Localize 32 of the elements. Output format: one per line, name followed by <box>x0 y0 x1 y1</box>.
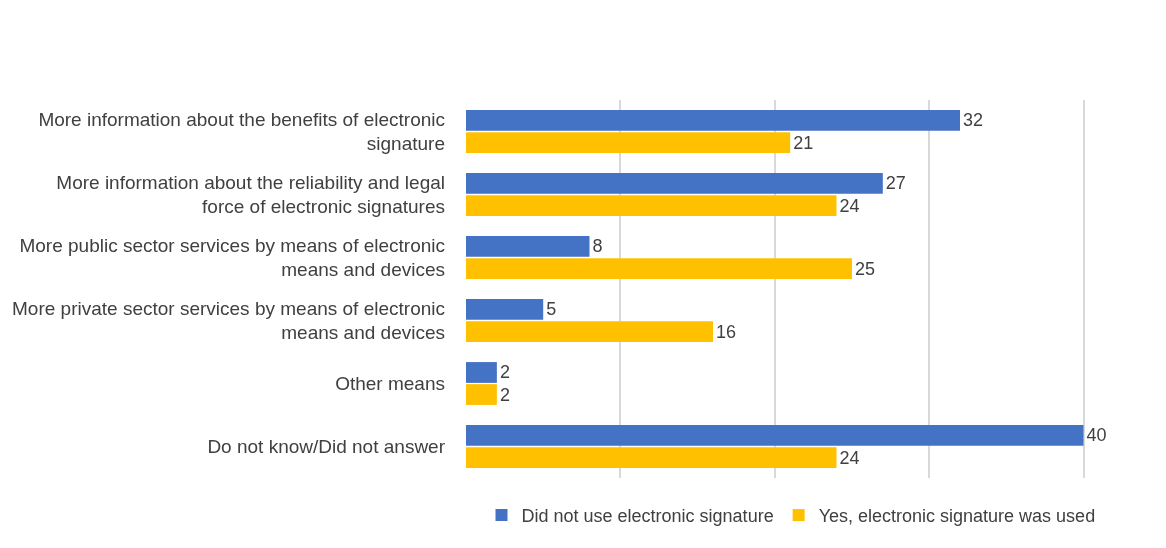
bar <box>466 447 837 468</box>
bar <box>466 195 837 216</box>
y-tick-label: More public sector services by means of electronic means and devices <box>19 234 445 281</box>
data-label: 21 <box>793 132 814 153</box>
data-label: 25 <box>854 258 875 279</box>
y-tick-label: More information about the reliability and legal force of electronic signatures <box>56 171 445 218</box>
data-label: 5 <box>546 299 557 320</box>
bar <box>466 362 497 383</box>
bar <box>466 110 960 131</box>
data-label: 24 <box>839 195 860 216</box>
legend-label: Did not use electronic signature <box>521 506 774 527</box>
bar <box>466 299 544 320</box>
bar <box>466 425 1084 446</box>
y-tick-label: Do not know/Did not answer <box>207 436 446 458</box>
data-label: 24 <box>839 447 860 468</box>
data-label: 8 <box>592 236 603 257</box>
y-tick-label: Other means <box>335 373 445 395</box>
data-label: 2 <box>499 384 510 405</box>
data-label: 16 <box>716 321 737 342</box>
bar <box>466 132 791 153</box>
data-label: 40 <box>1086 425 1107 446</box>
data-label: 32 <box>963 110 984 131</box>
bar <box>466 258 852 279</box>
bar <box>466 236 590 257</box>
bar <box>466 321 713 342</box>
y-tick-label: More information about the benefits of electronic signature <box>38 108 445 155</box>
data-label: 2 <box>499 362 510 383</box>
data-label: 27 <box>885 173 906 194</box>
bar <box>466 173 883 194</box>
legend-label: Yes, electronic signature was used <box>818 506 1096 527</box>
bar <box>466 384 497 405</box>
y-tick-label: More private sector services by means of electronic means and devices <box>12 297 445 344</box>
